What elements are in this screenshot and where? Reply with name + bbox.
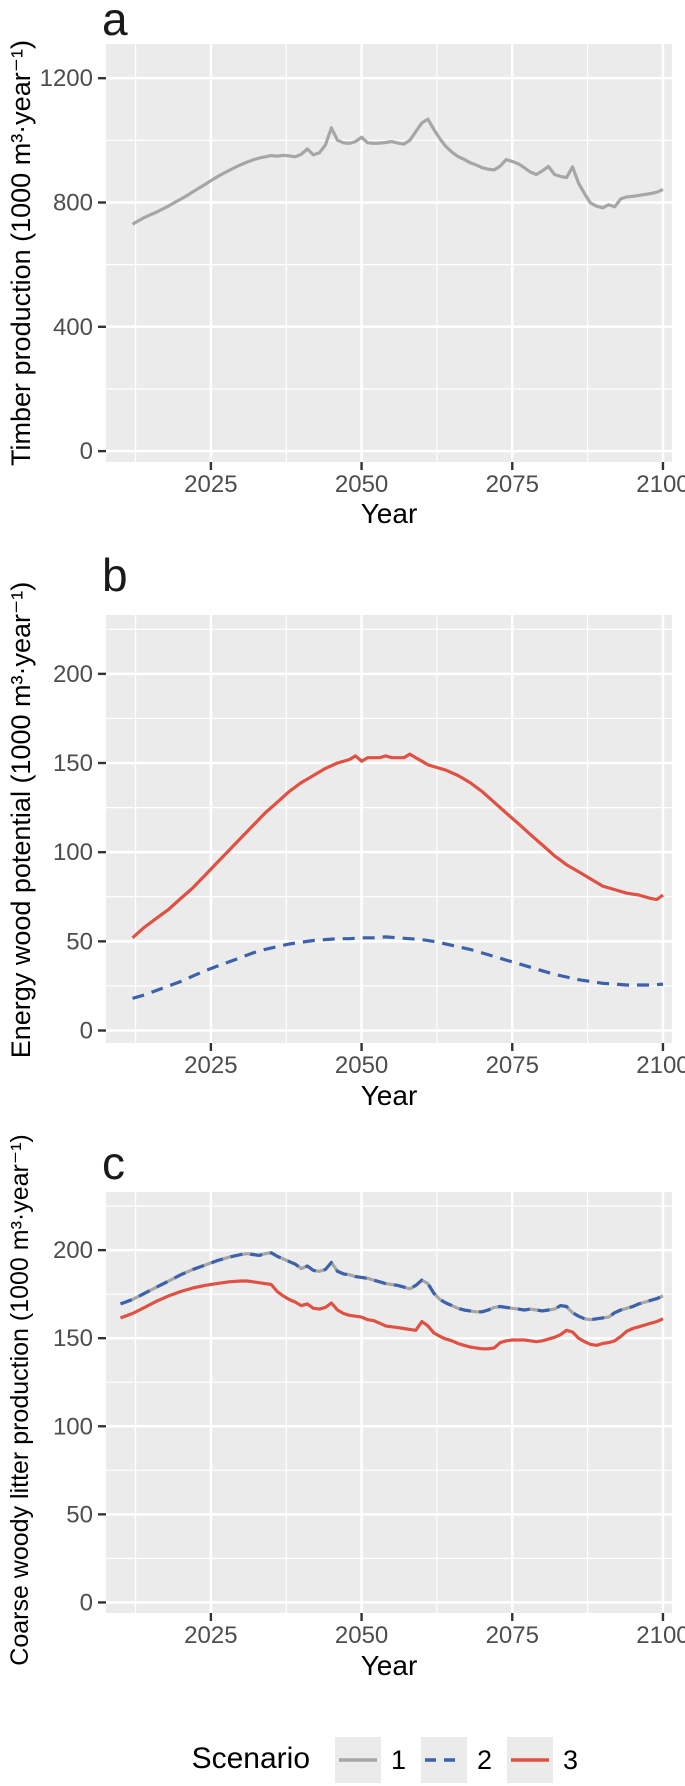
legend-line-sample-blue-dashed	[425, 1758, 463, 1762]
panel-b-letter: b	[102, 549, 128, 601]
panel-a-letter: a	[102, 0, 128, 45]
series-line-scenario-3	[119, 1279, 664, 1351]
y-tick-label: 200	[53, 661, 93, 688]
panel-b-plot: 2025 2050 2075 2100 0 50 100 150 200	[53, 615, 685, 1079]
plot-background	[106, 1192, 672, 1613]
plot-background	[106, 44, 672, 462]
y-tick-label: 0	[80, 438, 93, 465]
y-tick-label: 50	[66, 1501, 93, 1528]
x-tick-label: 2100	[636, 1622, 685, 1649]
panel-c-y-axis-title: Coarse woody litter production (1000 m³·…	[6, 1134, 34, 1666]
x-tick-label: 2100	[636, 1052, 685, 1079]
x-tick-label: 2025	[184, 1622, 237, 1649]
legend-line-sample-red	[511, 1758, 549, 1762]
series-line-scenario-1	[131, 117, 664, 226]
plot-background	[106, 615, 672, 1043]
panel-b-y-axis-title: Energy wood potential (1000 m³·year⁻¹)	[6, 581, 36, 1059]
legend-key-scenario-2	[421, 1737, 467, 1783]
panel-a-plot: 2025 2050 2075 2100 0 400 800 1200	[40, 44, 685, 498]
y-tick-label: 400	[53, 314, 93, 341]
y-tick-label: 0	[80, 1018, 93, 1045]
series-line-scenario-2	[119, 1251, 664, 1322]
y-tick-label: 800	[53, 189, 93, 216]
y-tick-label: 100	[53, 1413, 93, 1440]
legend-key-scenario-3	[507, 1737, 553, 1783]
x-tick-label: 2025	[184, 471, 237, 498]
x-tick-label: 2050	[335, 1052, 388, 1079]
legend-title: Scenario	[191, 1742, 310, 1775]
y-tick-label: 100	[53, 839, 93, 866]
x-tick-label: 2075	[486, 471, 539, 498]
y-tick-label: 150	[53, 750, 93, 777]
panel-c-x-axis-title: Year	[360, 1650, 418, 1681]
legend-key-scenario-1	[335, 1737, 381, 1783]
panel-a-y-axis-title: Timber production (1000 m³·year⁻¹)	[6, 40, 36, 466]
legend-label-scenario-1: 1	[391, 1745, 407, 1775]
y-tick-label: 0	[80, 1589, 93, 1616]
x-tick-label: 2050	[335, 471, 388, 498]
x-tick-label: 2025	[184, 1052, 237, 1079]
legend-line-sample-gray	[339, 1758, 377, 1762]
panel-c-letter: c	[102, 1137, 125, 1189]
x-tick-label: 2050	[335, 1622, 388, 1649]
legend-label-scenario-2: 2	[477, 1745, 493, 1775]
series-line-scenario-3	[131, 752, 664, 939]
x-tick-label: 2075	[486, 1052, 539, 1079]
legend-label-scenario-3: 3	[563, 1745, 579, 1775]
panel-a-x-axis-title: Year	[360, 498, 418, 529]
panel-c-plot: 2025 2050 2075 2100 0 50 100 150 200	[53, 1192, 685, 1649]
y-tick-label: 1200	[40, 65, 93, 92]
x-tick-label: 2075	[486, 1622, 539, 1649]
x-tick-label: 2100	[636, 471, 685, 498]
y-tick-label: 50	[66, 928, 93, 955]
y-tick-label: 150	[53, 1325, 93, 1352]
y-tick-label: 200	[53, 1237, 93, 1264]
panel-b-x-axis-title: Year	[360, 1080, 418, 1111]
